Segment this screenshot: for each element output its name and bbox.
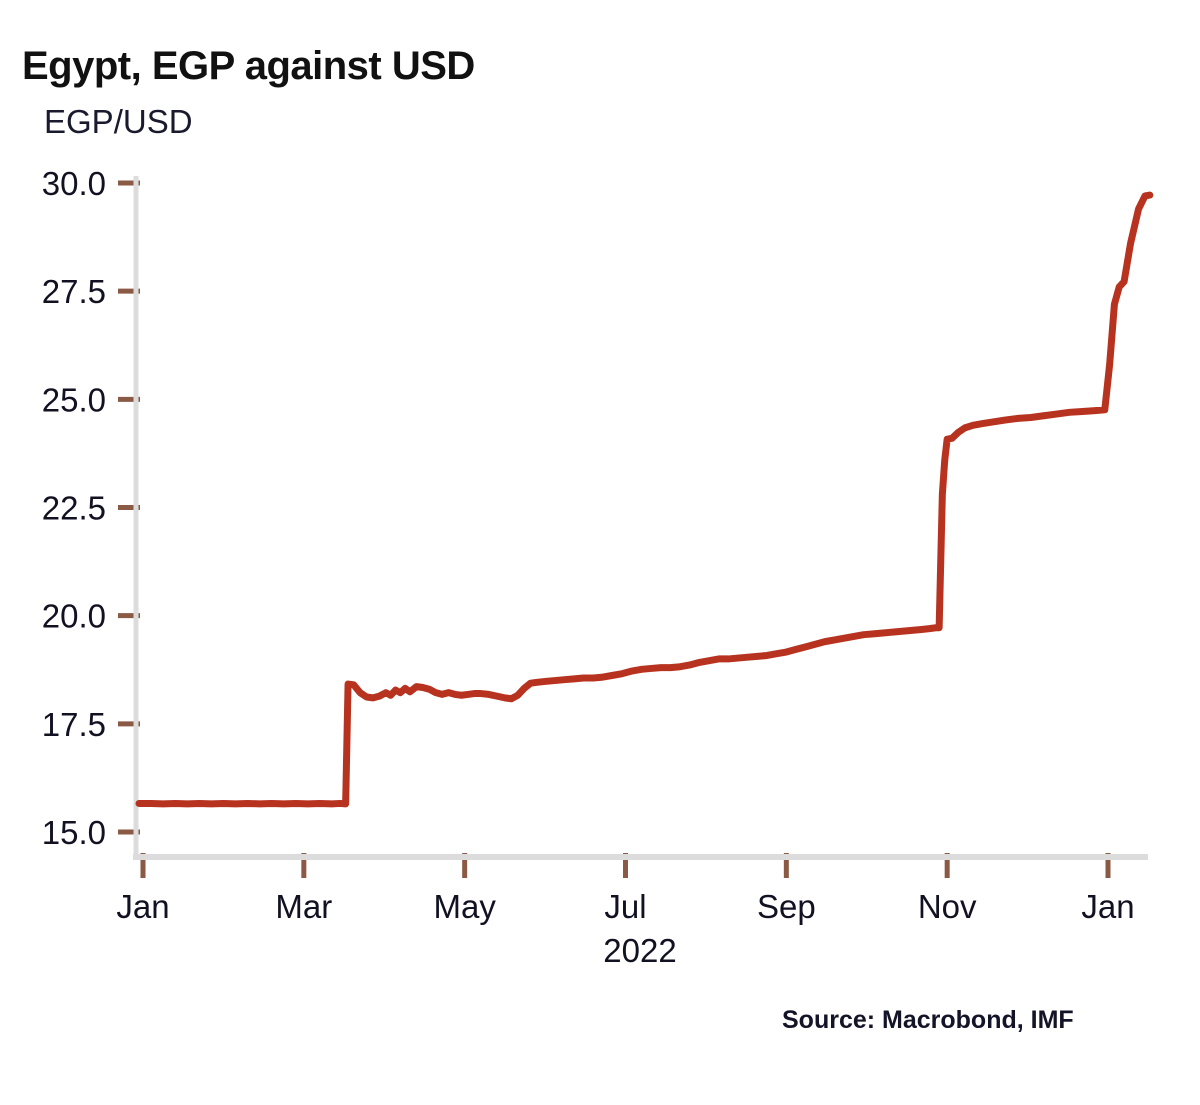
x-axis-tick-label: Jan	[1081, 888, 1134, 925]
y-axis-tick-label: 20.0	[42, 598, 106, 635]
x-axis-unit-label: 2022	[0, 932, 1200, 970]
y-axis-tick-label: 25.0	[42, 381, 106, 418]
x-axis-tick-label: Nov	[918, 888, 977, 925]
y-axis-ticks: 15.0 17.5 20.0 22.5 25.0 27.5 30.0	[42, 165, 140, 851]
x-axis-ticks: Jan Mar May Jul Sep Nov Jan	[116, 853, 1135, 925]
chart-source-note: Source: Macrobond, IMF	[782, 1006, 1074, 1034]
chart-title: Egypt, EGP against USD	[22, 44, 475, 88]
y-axis-tick-label: 17.5	[42, 706, 106, 743]
x-axis-tick-label: Sep	[757, 888, 816, 925]
chart-subtitle: EGP/USD	[44, 103, 193, 140]
x-axis-tick-label: Jul	[604, 888, 646, 925]
y-axis-tick-label: 15.0	[42, 814, 106, 851]
y-axis-tick-label: 30.0	[42, 165, 106, 202]
x-axis-tick-label: May	[433, 888, 496, 925]
y-axis-tick-label: 22.5	[42, 490, 106, 527]
x-axis-tick-label: Mar	[275, 888, 332, 925]
x-axis-unit-label-text: 2022	[603, 932, 677, 969]
y-axis-tick-label: 27.5	[42, 273, 106, 310]
data-series-line	[135, 191, 1154, 808]
x-axis-tick-label: Jan	[116, 888, 169, 925]
